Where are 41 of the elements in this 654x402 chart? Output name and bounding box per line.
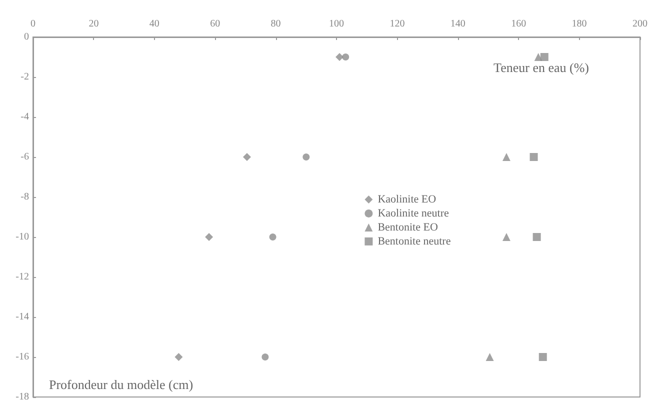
- legend-label: Bentonite neutre: [378, 235, 451, 248]
- y-tick-label: -14: [16, 312, 29, 322]
- point: [486, 353, 494, 361]
- point: [262, 354, 269, 360]
- x-axis-title: Teneur en eau (%): [494, 60, 590, 75]
- x-tick-label: 40: [149, 18, 160, 30]
- point: [336, 53, 344, 61]
- y-axis-title: Profondeur du modèle (cm): [49, 377, 194, 392]
- point: [342, 54, 350, 60]
- y-tick-label: -8: [20, 192, 29, 202]
- legend-label: Kaolinite EO: [378, 193, 436, 206]
- point: [540, 53, 548, 61]
- point: [302, 154, 310, 160]
- y-tick-label: -10: [16, 232, 29, 242]
- y-tick-label: -2: [20, 72, 29, 82]
- x-tick-label: 20: [88, 18, 99, 30]
- point: [538, 353, 547, 361]
- point: [502, 233, 510, 241]
- x-tick-label: 200: [632, 18, 648, 30]
- point: [205, 233, 214, 241]
- x-tick-label: 60: [210, 18, 220, 30]
- point: [174, 353, 183, 361]
- y-tick-label: -6: [20, 152, 29, 162]
- y-tick-label: -12: [16, 272, 29, 282]
- point: [269, 234, 276, 240]
- x-tick-label: 80: [270, 18, 281, 30]
- legend-label: Bentonite EO: [378, 221, 438, 234]
- y-tick-label: -18: [16, 392, 29, 402]
- point: [532, 233, 541, 241]
- x-tick-label: 180: [572, 18, 587, 30]
- y-tick-label: -4: [20, 112, 29, 122]
- point: [530, 153, 538, 161]
- x-tick-label: 120: [390, 18, 405, 30]
- x-tick-label: 140: [450, 18, 466, 30]
- legend-label: Kaolinite neutre: [378, 207, 449, 220]
- point: [502, 153, 510, 161]
- point: [242, 153, 251, 161]
- y-tick-label: -16: [16, 352, 29, 362]
- x-tick-label: 160: [511, 18, 526, 30]
- y-tick-label: 0: [24, 32, 29, 42]
- x-tick-label: 100: [329, 18, 344, 30]
